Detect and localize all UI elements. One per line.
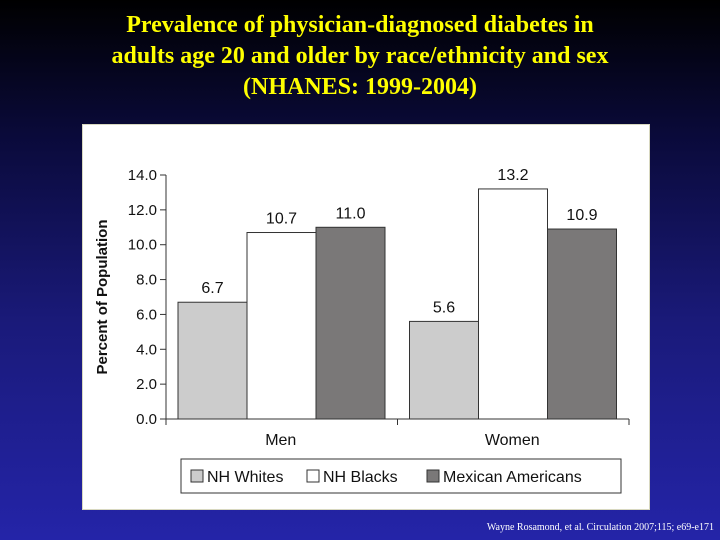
bar — [246, 232, 317, 420]
title-line-1: Prevalence of physician-diagnosed diabet… — [126, 12, 594, 38]
y-tick-label: 8.0 — [136, 272, 157, 289]
bar — [478, 188, 548, 420]
title-line-3: (NHANES: 1999-2004) — [243, 74, 477, 100]
chart-panel: 0.0 2.0 4.0 6.0 8.0 10.0 12.0 14.0 Percent of Po… — [82, 124, 650, 510]
bar-value-label: 11.0 — [336, 205, 366, 222]
legend-label: NH Blacks — [323, 469, 398, 486]
bar-value-label: 6.7 — [201, 280, 223, 297]
y-axis-title: Percent of Population — [94, 219, 111, 374]
bar — [409, 320, 479, 420]
y-tick-label: 12.0 — [128, 202, 157, 219]
legend-swatch — [306, 469, 320, 483]
bar-value-label: 13.2 — [497, 167, 528, 184]
x-category-label: Men — [265, 432, 296, 449]
y-tick-label: 0.0 — [136, 411, 157, 428]
y-tick-label: 10.0 — [128, 237, 157, 254]
legend-swatch — [426, 469, 440, 483]
legend-label: NH Whites — [207, 469, 283, 486]
y-tick-label: 4.0 — [136, 341, 157, 358]
bar-value-label: 10.7 — [266, 211, 297, 228]
x-category-label: Women — [485, 432, 540, 449]
legend-box — [180, 458, 622, 494]
legend-swatch — [190, 469, 204, 483]
bar-value-label: 5.6 — [433, 299, 455, 316]
citation: Wayne Rosamond, et al. Circulation 2007;… — [486, 522, 714, 533]
y-tick-label: 14.0 — [128, 167, 157, 184]
bar — [547, 228, 617, 420]
y-tick-label: 2.0 — [136, 376, 157, 393]
y-tick-label: 6.0 — [136, 306, 157, 323]
bar — [315, 226, 386, 420]
bar-chart: 0.0 2.0 4.0 6.0 8.0 10.0 12.0 14.0 Percent of Po… — [94, 167, 630, 494]
slide-title: Prevalence of physician-diagnosed diabet… — [0, 10, 720, 103]
legend-label: Mexican Americans — [443, 469, 582, 486]
bar-value-label: 10.9 — [566, 207, 597, 224]
title-line-2: adults age 20 and older by race/ethnicit… — [111, 43, 609, 69]
bar — [177, 301, 248, 420]
